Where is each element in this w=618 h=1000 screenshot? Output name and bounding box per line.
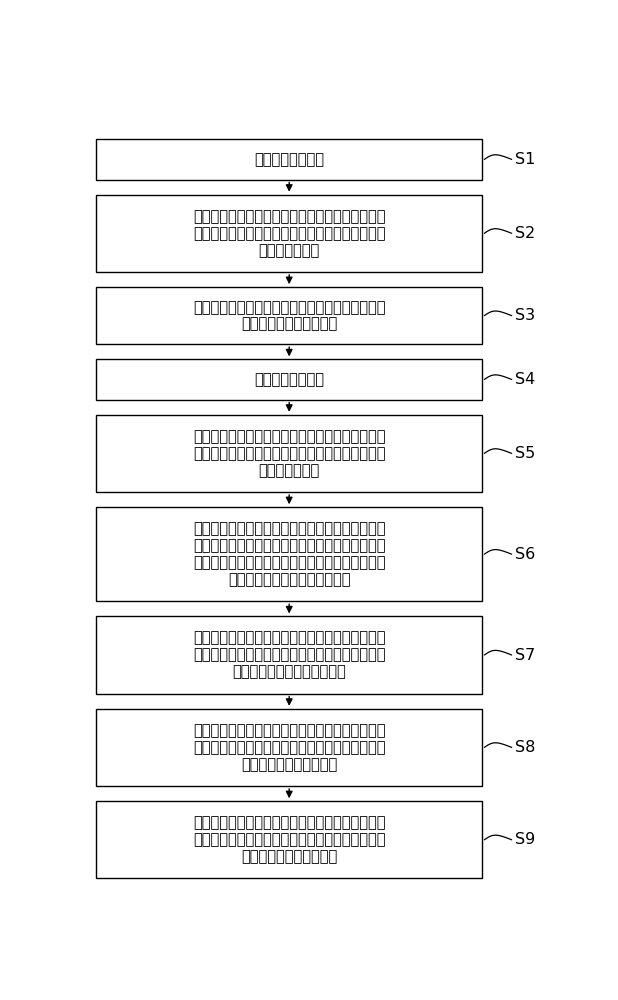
- Text: 跃上升时间及阶跃响应时间特征向量，获取被测直: 跃上升时间及阶跃响应时间特征向量，获取被测直: [193, 832, 386, 847]
- Text: 被测直流电压互感器，获取标准二次电压信号和被: 被测直流电压互感器，获取标准二次电压信号和被: [193, 226, 386, 241]
- Text: S8: S8: [515, 740, 536, 755]
- Text: 获取谐波电压信号: 获取谐波电压信号: [254, 152, 324, 167]
- Text: 阶跃响应低値和阶跃响应高値及被测阶跃响应信号: 阶跃响应低値和阶跃响应高値及被测阶跃响应信号: [193, 555, 386, 570]
- Bar: [96, 801, 482, 878]
- Text: S1: S1: [515, 152, 536, 167]
- Text: 获取标准阶跃响应信号的阶跃上升时间特征向量、: 获取标准阶跃响应信号的阶跃上升时间特征向量、: [193, 631, 386, 646]
- Text: 根据标准二次电压信号和被测二次电压信号计算，: 根据标准二次电压信号和被测二次电压信号计算，: [193, 300, 386, 315]
- Text: 对标准阶跃响应信号和被测阶跃响应信号分别采样: 对标准阶跃响应信号和被测阶跃响应信号分别采样: [193, 521, 386, 536]
- Text: 测二次电压信号: 测二次电压信号: [258, 243, 320, 258]
- Bar: [96, 709, 482, 786]
- Text: 阶跃响应信号的阶跃上升时间: 阶跃响应信号的阶跃上升时间: [232, 664, 346, 679]
- Text: 取阶跃响应时间特征向量: 取阶跃响应时间特征向量: [241, 757, 337, 772]
- Text: S3: S3: [515, 308, 536, 323]
- Text: 测阶跃响应信号: 测阶跃响应信号: [258, 463, 320, 478]
- Text: 分析比値误差、相位误差、被测阶跃响应信号的阶: 分析比値误差、相位误差、被测阶跃响应信号的阶: [193, 815, 386, 830]
- Text: 测阶跃响应信号的阶跃上升时间特征向量相减，获: 测阶跃响应信号的阶跃上升时间特征向量相减，获: [193, 740, 386, 755]
- Text: S9: S9: [515, 832, 536, 847]
- Bar: [96, 415, 482, 492]
- Bar: [96, 616, 482, 694]
- Text: 获取阶跃电压信号: 获取阶跃电压信号: [254, 372, 324, 387]
- Bar: [96, 195, 482, 272]
- Text: S2: S2: [515, 226, 536, 241]
- Bar: [96, 359, 482, 400]
- Bar: [96, 139, 482, 180]
- Text: S7: S7: [515, 648, 536, 663]
- Text: 的阶跃响应低値和阶跃响应高値: 的阶跃响应低値和阶跃响应高値: [228, 572, 350, 587]
- Text: 并对采样数据取平均値，获取标准阶跃响应信号的: 并对采样数据取平均値，获取标准阶跃响应信号的: [193, 538, 386, 553]
- Bar: [96, 507, 482, 601]
- Text: S6: S6: [515, 547, 536, 562]
- Text: 将阶跃电压信号同时施加给电阵分压宽频标准器和: 将阶跃电压信号同时施加给电阵分压宽频标准器和: [193, 429, 386, 444]
- Text: S5: S5: [515, 446, 536, 461]
- Text: 流电压互感器的暂态特性: 流电压互感器的暂态特性: [241, 849, 337, 864]
- Text: S4: S4: [515, 372, 536, 387]
- Text: 将谐波电压信号同时施加给电阵分压宽频标准器和: 将谐波电压信号同时施加给电阵分压宽频标准器和: [193, 209, 386, 224]
- Text: 被测直流电压互感器，获取标准阶跃响应信号和被: 被测直流电压互感器，获取标准阶跃响应信号和被: [193, 446, 386, 461]
- Text: 被测阶跃响应信号的阶跃上升时间特征向量及被测: 被测阶跃响应信号的阶跃上升时间特征向量及被测: [193, 648, 386, 663]
- Bar: [96, 287, 482, 344]
- Text: 获取比值误差和相位误差: 获取比值误差和相位误差: [241, 317, 337, 332]
- Text: 将标准阶跃响应信号的阶跃上升时间特征向量和被: 将标准阶跃响应信号的阶跃上升时间特征向量和被: [193, 723, 386, 738]
